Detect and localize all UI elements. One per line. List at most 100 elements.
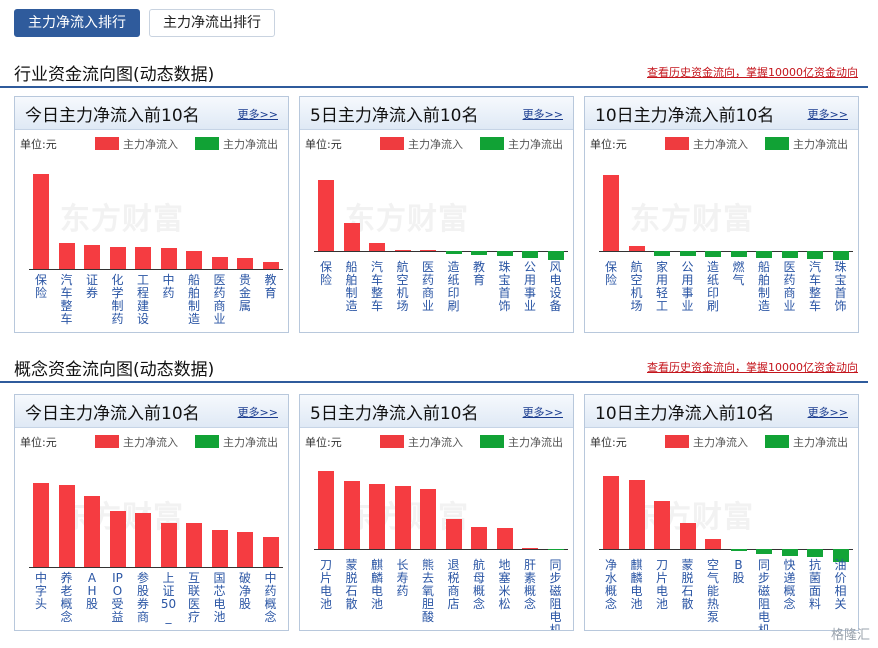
bar-mark[interactable] (33, 174, 49, 269)
bar-mark[interactable] (237, 258, 253, 269)
bar-mark[interactable] (262, 262, 279, 269)
bar-mark[interactable] (420, 250, 436, 251)
category-label[interactable]: 上证50_ (160, 571, 177, 624)
category-label[interactable]: 净水概念 (604, 558, 617, 611)
category-label[interactable]: 保险 (604, 260, 617, 287)
bar-mark[interactable] (135, 513, 151, 567)
category-label[interactable]: 熊去氧胆酸 (421, 558, 434, 624)
category-label[interactable]: 抗菌面料 (808, 558, 821, 611)
bar-mark[interactable] (84, 244, 100, 269)
bar-mark[interactable] (135, 247, 151, 269)
category-label[interactable]: 蒙脱石散 (345, 558, 358, 611)
bar-mark[interactable] (547, 549, 564, 550)
bar-mark[interactable] (84, 496, 100, 567)
category-label[interactable]: 航空机场 (396, 260, 409, 313)
bar-mark[interactable] (781, 549, 798, 556)
bar-mark[interactable] (807, 251, 823, 259)
category-label[interactable]: 船舶制造 (757, 260, 770, 313)
category-label[interactable]: B股 (732, 558, 745, 585)
category-label[interactable]: 燃气 (732, 260, 745, 287)
bar-mark[interactable] (496, 528, 513, 549)
bar-mark[interactable] (318, 180, 334, 251)
category-label[interactable]: 中药概念 (264, 571, 277, 624)
bar-mark[interactable] (603, 174, 619, 251)
category-label[interactable]: 蒙脱石散 (681, 558, 694, 611)
category-label[interactable]: 风电设备 (549, 260, 562, 313)
category-label[interactable]: 长寿药 (396, 558, 409, 598)
category-label[interactable]: 养老概念 (60, 571, 73, 624)
history-link[interactable]: 查看历史资金流向，掌握10000亿资金动向 (647, 361, 858, 374)
category-label[interactable]: 同步磁阻电机 (549, 558, 562, 631)
category-label[interactable]: 造纸印刷 (447, 260, 460, 313)
category-label[interactable]: 船舶制造 (345, 260, 358, 313)
category-label[interactable]: 医药商业 (213, 273, 226, 326)
bar-mark[interactable] (394, 250, 411, 251)
bar-mark[interactable] (522, 548, 538, 549)
bar-mark[interactable] (58, 484, 75, 567)
bar-mark[interactable] (547, 251, 564, 260)
bar-mark[interactable] (756, 251, 772, 258)
bar-mark[interactable] (679, 251, 696, 256)
category-label[interactable]: 贵金属 (238, 273, 251, 313)
category-label[interactable]: 同步磁阻电机 (757, 558, 770, 631)
bar-mark[interactable] (654, 251, 670, 256)
category-label[interactable]: 公用事业 (681, 260, 694, 313)
bar-mark[interactable] (33, 482, 49, 567)
category-label[interactable]: 公用事业 (523, 260, 536, 313)
bar-mark[interactable] (471, 251, 487, 255)
bar-mark[interactable] (730, 549, 747, 551)
category-label[interactable]: 退税商店 (447, 558, 460, 611)
category-label[interactable]: AH股 (85, 571, 98, 611)
category-label[interactable]: 造纸印刷 (706, 260, 719, 313)
bar-mark[interactable] (420, 489, 436, 549)
bar-mark[interactable] (394, 486, 411, 549)
category-label[interactable]: 汽车整车 (808, 260, 821, 313)
category-label[interactable]: 化学制药 (111, 273, 124, 326)
category-label[interactable]: 破净股 (238, 571, 251, 611)
bar-mark[interactable] (445, 518, 462, 549)
bar-mark[interactable] (496, 251, 513, 256)
bar-mark[interactable] (679, 522, 696, 549)
more-link[interactable]: 更多>> (522, 108, 563, 121)
bar-mark[interactable] (211, 529, 228, 567)
bar-mark[interactable] (781, 251, 798, 258)
category-label[interactable]: 教育 (264, 273, 277, 300)
category-label[interactable]: 地塞米松 (498, 558, 511, 611)
bar-mark[interactable] (705, 251, 721, 257)
bar-mark[interactable] (160, 522, 177, 567)
bar-mark[interactable] (832, 549, 849, 562)
category-label[interactable]: 快递概念 (783, 558, 796, 611)
category-label[interactable]: 刀片电池 (319, 558, 332, 611)
bar-mark[interactable] (369, 484, 385, 549)
category-label[interactable]: 肝素概念 (523, 558, 536, 611)
category-label[interactable]: 航空机场 (630, 260, 643, 313)
category-label[interactable]: 珠宝首饰 (834, 260, 847, 313)
category-label[interactable]: 保险 (34, 273, 47, 300)
bar-mark[interactable] (262, 536, 279, 567)
category-label[interactable]: 中药 (162, 273, 175, 300)
bar-mark[interactable] (186, 522, 202, 567)
category-label[interactable]: 麒麟电池 (370, 558, 383, 611)
more-link[interactable]: 更多>> (807, 406, 848, 419)
bar-mark[interactable] (522, 251, 538, 258)
bar-mark[interactable] (471, 527, 487, 549)
bar-mark[interactable] (628, 246, 645, 251)
category-label[interactable]: 证券 (85, 273, 98, 300)
category-label[interactable]: 船舶制造 (187, 273, 200, 326)
more-link[interactable]: 更多>> (237, 108, 278, 121)
bar-mark[interactable] (628, 480, 645, 549)
category-label[interactable]: 麒麟电池 (630, 558, 643, 611)
history-link[interactable]: 查看历史资金流向，掌握10000亿资金动向 (647, 66, 858, 79)
bar-mark[interactable] (603, 475, 619, 549)
category-label[interactable]: 刀片电池 (655, 558, 668, 611)
category-label[interactable]: 汽车整车 (60, 273, 73, 326)
bar-mark[interactable] (705, 539, 721, 549)
bar-mark[interactable] (807, 549, 823, 557)
category-label[interactable]: 国芯电池 (213, 571, 226, 624)
more-link[interactable]: 更多>> (807, 108, 848, 121)
bar-mark[interactable] (160, 248, 177, 269)
category-label[interactable]: 珠宝首饰 (498, 260, 511, 313)
bar-mark[interactable] (369, 243, 385, 251)
category-label[interactable]: 医药商业 (421, 260, 434, 313)
tab-net-inflow[interactable]: 主力净流入排行 (14, 9, 140, 37)
